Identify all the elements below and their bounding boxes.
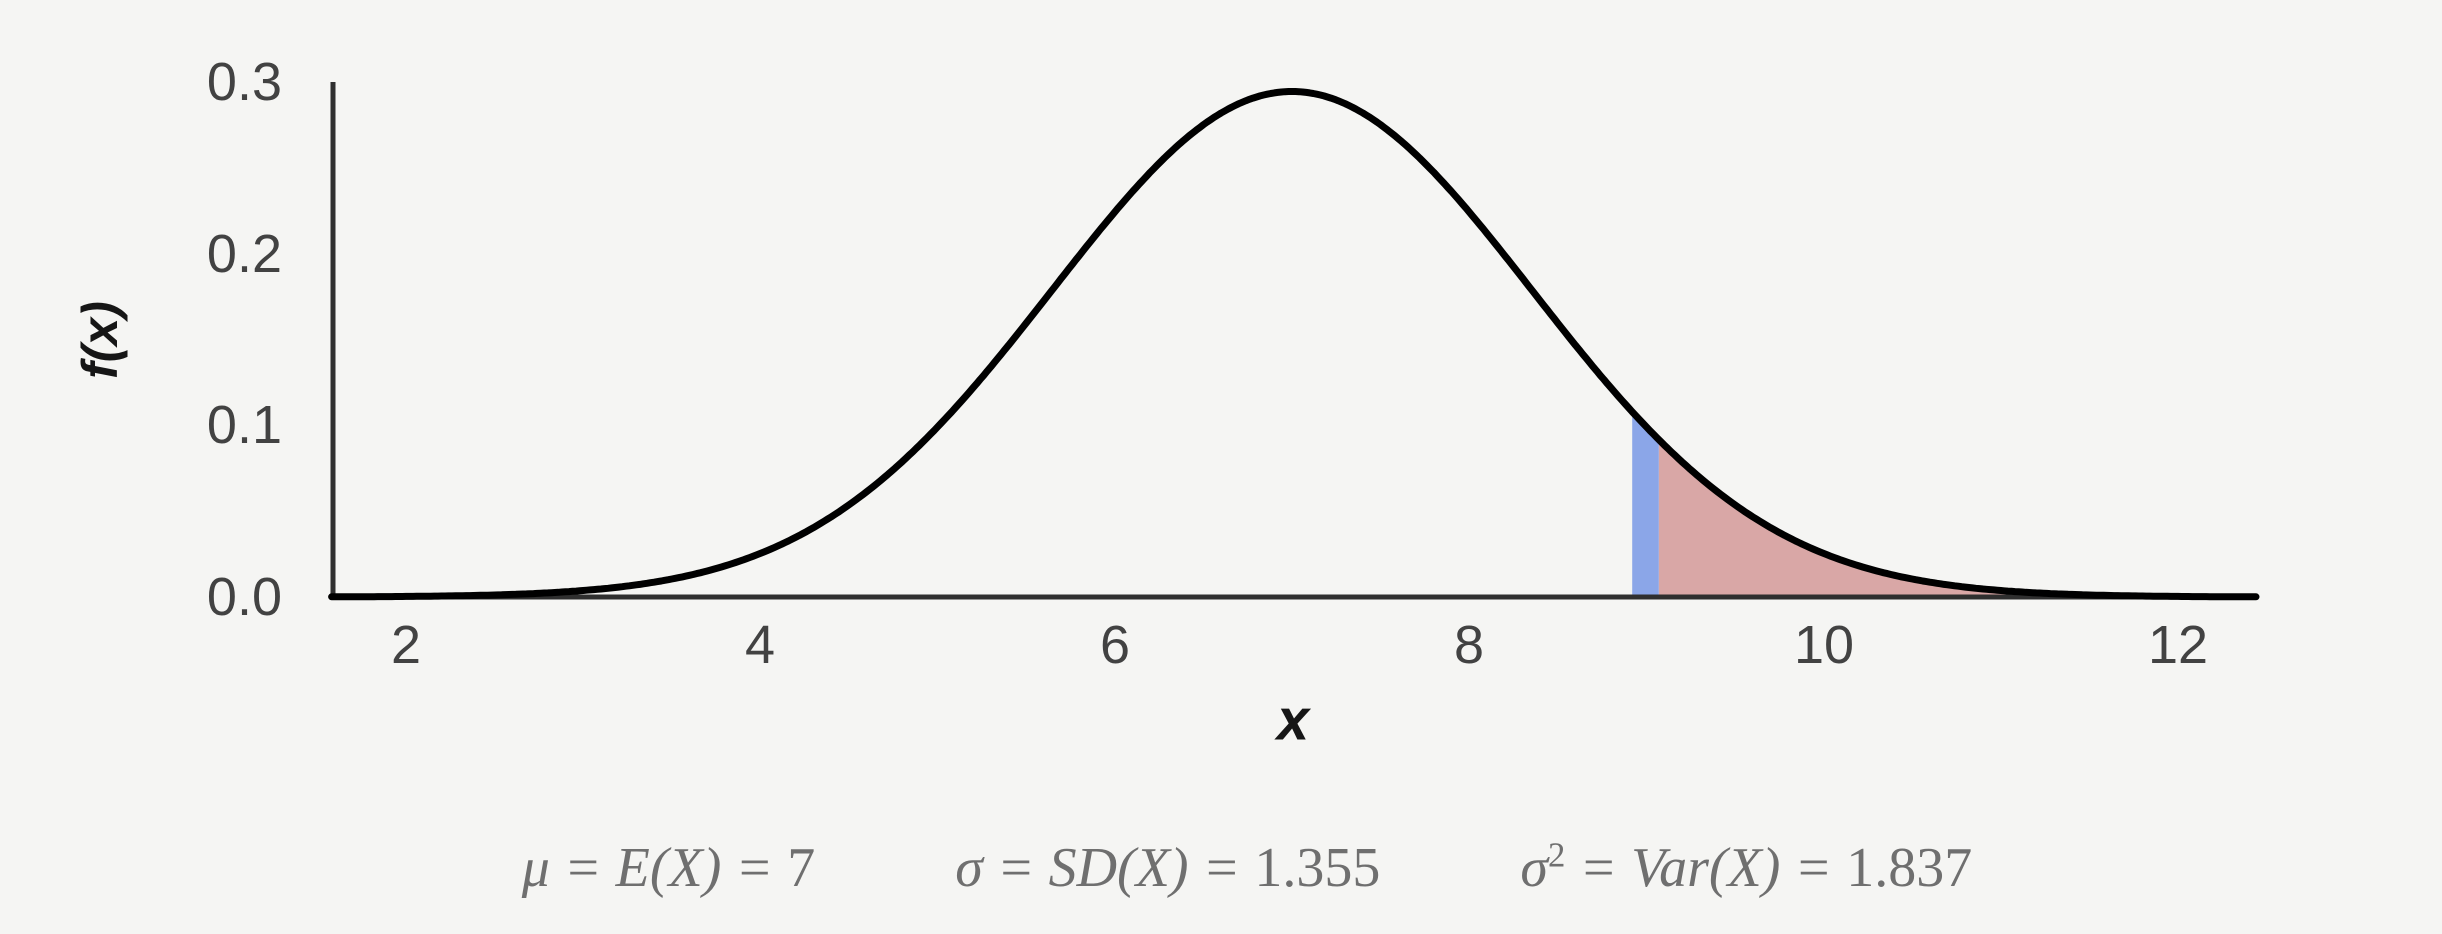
sd-value: 1.355 [1254, 837, 1381, 899]
y-tick-0.3: 0.3 [206, 52, 282, 112]
sigma-symbol: σ [955, 837, 983, 899]
mean-relation: = E(X) = [549, 837, 788, 899]
sd-relation: = SD(X) = [982, 837, 1255, 899]
mean-value: 7 [787, 837, 816, 899]
y-tick-0.0: 0.0 [206, 567, 282, 627]
x-tick-8: 8 [1453, 615, 1485, 675]
x-tick-10: 10 [1793, 615, 1855, 675]
variance-sup: 2 [1547, 835, 1566, 875]
highlight-bar[interactable] [1632, 411, 1659, 597]
sigma-squared-symbol: σ [1520, 837, 1548, 899]
density-curve [328, 88, 2260, 601]
x-axis-label: x [1276, 687, 1310, 753]
x-tick-12: 12 [2147, 615, 2209, 675]
x-tick-2: 2 [390, 615, 422, 675]
stat-variance: σ2 = Var(X) = 1.837 [1520, 836, 1972, 900]
y-tick-0.2: 0.2 [206, 224, 282, 284]
x-tick-6: 6 [1099, 615, 1131, 675]
variance-value: 1.837 [1846, 837, 1973, 899]
y-axis-label: f(x) [72, 301, 128, 379]
mu-symbol: μ [521, 837, 550, 899]
tail-shade-area [1658, 439, 2256, 597]
x-tick-4: 4 [744, 615, 776, 675]
variance-relation: = Var(X) = [1565, 837, 1847, 899]
y-tick-0.1: 0.1 [206, 395, 282, 455]
stat-mean: μ = E(X) = 7 [522, 836, 815, 900]
stat-sd: σ = SD(X) = 1.355 [955, 836, 1380, 900]
